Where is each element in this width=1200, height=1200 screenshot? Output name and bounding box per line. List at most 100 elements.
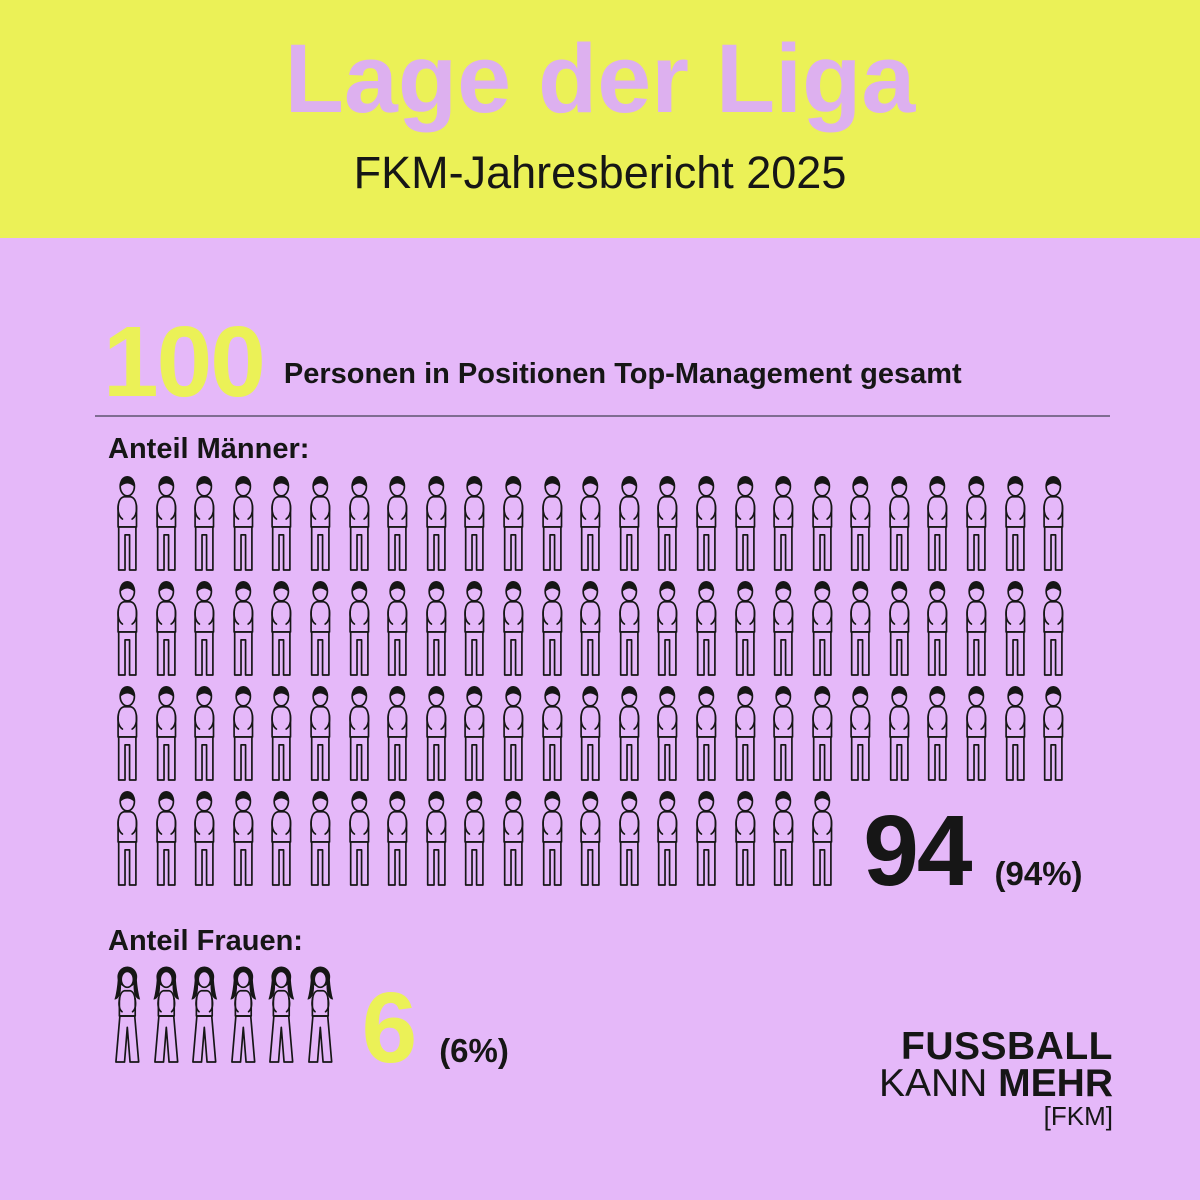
header-banner: Lage der Liga FKM-Jahresbericht 2025 [0, 0, 1200, 238]
man-icon [764, 577, 803, 679]
pictogram-row [108, 577, 1110, 679]
man-icon [185, 682, 224, 784]
man-icon [224, 577, 263, 679]
man-icon [533, 682, 572, 784]
man-icon [996, 472, 1035, 574]
pictogram-row: 6 (6%) [108, 964, 1110, 1084]
man-icon [957, 472, 996, 574]
man-icon [185, 472, 224, 574]
man-icon [455, 787, 494, 889]
man-icon [262, 472, 301, 574]
man-icon [108, 472, 147, 574]
man-icon [726, 472, 765, 574]
man-icon [764, 472, 803, 574]
man-icon [803, 472, 842, 574]
man-icon [610, 577, 649, 679]
man-icon [455, 472, 494, 574]
men-percent-label: (94%) [994, 855, 1083, 893]
man-icon [880, 577, 919, 679]
woman-icon [262, 964, 301, 1066]
man-icon [764, 787, 803, 889]
man-icon [185, 787, 224, 889]
man-icon [417, 472, 456, 574]
man-icon [571, 682, 610, 784]
man-icon [918, 472, 957, 574]
man-icon [957, 577, 996, 679]
man-icon [378, 682, 417, 784]
man-icon [841, 682, 880, 784]
man-icon [108, 787, 147, 889]
women-percent-label: (6%) [439, 1032, 509, 1070]
man-icon [610, 682, 649, 784]
man-icon [417, 787, 456, 889]
men-section-label: Anteil Männer: [108, 433, 310, 465]
man-icon [301, 472, 340, 574]
man-icon [803, 682, 842, 784]
man-icon [803, 577, 842, 679]
man-icon [880, 682, 919, 784]
man-icon [571, 472, 610, 574]
man-icon [262, 787, 301, 889]
man-icon [147, 577, 186, 679]
women-count-value: 6 [361, 972, 418, 1084]
man-icon [571, 577, 610, 679]
man-icon [533, 472, 572, 574]
man-icon [494, 472, 533, 574]
man-icon [224, 472, 263, 574]
man-icon [648, 682, 687, 784]
man-icon [687, 682, 726, 784]
man-icon [726, 787, 765, 889]
man-icon [918, 577, 957, 679]
man-icon [494, 682, 533, 784]
man-icon [1034, 472, 1073, 574]
man-icon [687, 787, 726, 889]
man-icon [108, 577, 147, 679]
man-icon [764, 682, 803, 784]
fkm-logo-line1: FUSSBALL [901, 1025, 1113, 1068]
man-icon [340, 577, 379, 679]
man-icon [301, 682, 340, 784]
man-icon [494, 577, 533, 679]
man-icon [533, 577, 572, 679]
man-icon [996, 577, 1035, 679]
man-icon [610, 472, 649, 574]
man-icon [262, 577, 301, 679]
man-icon [301, 787, 340, 889]
fkm-logo-abbrev: [FKM] [1043, 1101, 1113, 1131]
page-title: Lage der Liga [284, 24, 916, 133]
man-icon [726, 682, 765, 784]
man-icon [648, 472, 687, 574]
man-icon [648, 577, 687, 679]
infographic-body: 100 Personen in Positionen Top-Managemen… [0, 238, 1200, 1084]
man-icon [687, 472, 726, 574]
divider-line [95, 415, 1110, 417]
man-icon [147, 787, 186, 889]
fkm-logo-kann: KANN [878, 1062, 988, 1105]
man-icon [108, 682, 147, 784]
total-value: 100 [103, 306, 266, 418]
man-icon [1034, 682, 1073, 784]
woman-icon [147, 964, 186, 1066]
man-icon [147, 682, 186, 784]
woman-icon [301, 964, 340, 1066]
fkm-logo-line2: KANN MEHR [878, 1062, 1113, 1105]
man-icon [340, 472, 379, 574]
man-icon [880, 472, 919, 574]
pictogram-row [108, 472, 1110, 574]
man-icon [918, 682, 957, 784]
man-icon [533, 787, 572, 889]
man-icon [185, 577, 224, 679]
man-icon [147, 472, 186, 574]
page-subtitle: FKM-Jahresbericht 2025 [353, 147, 847, 198]
man-icon [224, 682, 263, 784]
pictogram-row [108, 682, 1110, 784]
fkm-logo: FUSSBALL KANN MEHR [FKM] [878, 1025, 1113, 1131]
man-icon [378, 472, 417, 574]
women-section-label: Anteil Frauen: [108, 925, 303, 957]
man-icon [340, 787, 379, 889]
man-icon [455, 682, 494, 784]
men-pictogram-grid: 94 (94%) [108, 472, 1110, 901]
man-icon [455, 577, 494, 679]
man-icon [301, 577, 340, 679]
